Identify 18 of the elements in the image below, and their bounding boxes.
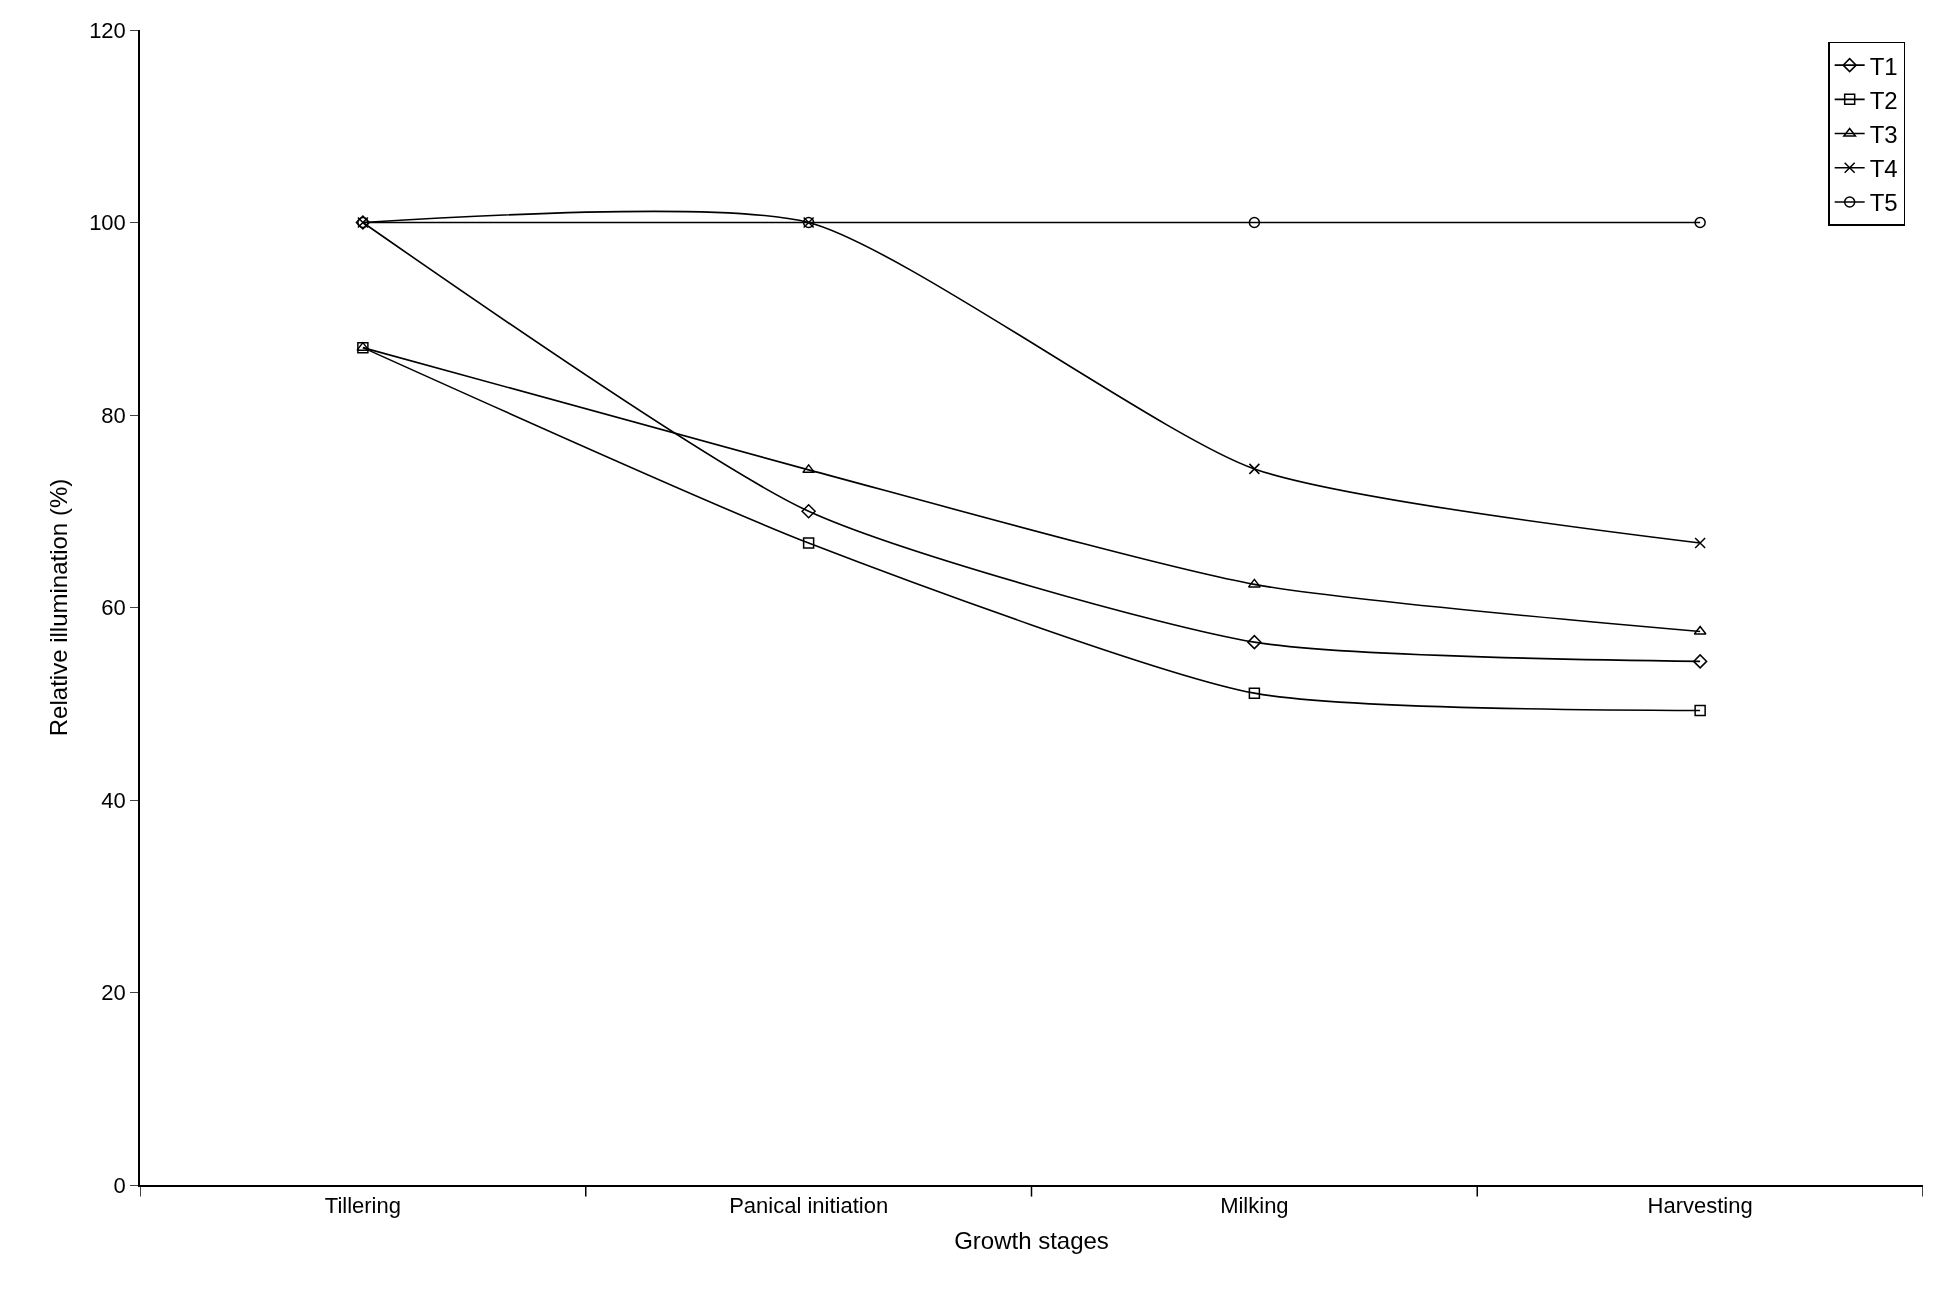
y-tick-label: 80 [101, 402, 126, 428]
y-tick-label: 20 [101, 980, 126, 1006]
legend-label: T2 [1869, 86, 1898, 114]
x-tick-label: Milking [1220, 1193, 1289, 1219]
legend-label: T5 [1869, 189, 1898, 217]
y-axis-title: Relative illumination (%) [44, 478, 72, 737]
x-tick-label: Tillering [324, 1193, 401, 1219]
x-tick-label: Harvesting [1647, 1193, 1753, 1219]
x-tick-label: Panical initiation [729, 1193, 889, 1219]
y-tick-label: 0 [113, 1172, 126, 1198]
y-tick-label: 100 [89, 210, 126, 236]
y-tick-label: 40 [101, 787, 126, 813]
y-tick-label: 120 [89, 17, 126, 43]
legend-label: T4 [1869, 155, 1898, 183]
legend-label: T1 [1869, 52, 1898, 80]
legend-label: T3 [1869, 120, 1898, 148]
x-axis-title: Growth stages [954, 1226, 1109, 1254]
y-tick-label: 60 [101, 595, 126, 621]
